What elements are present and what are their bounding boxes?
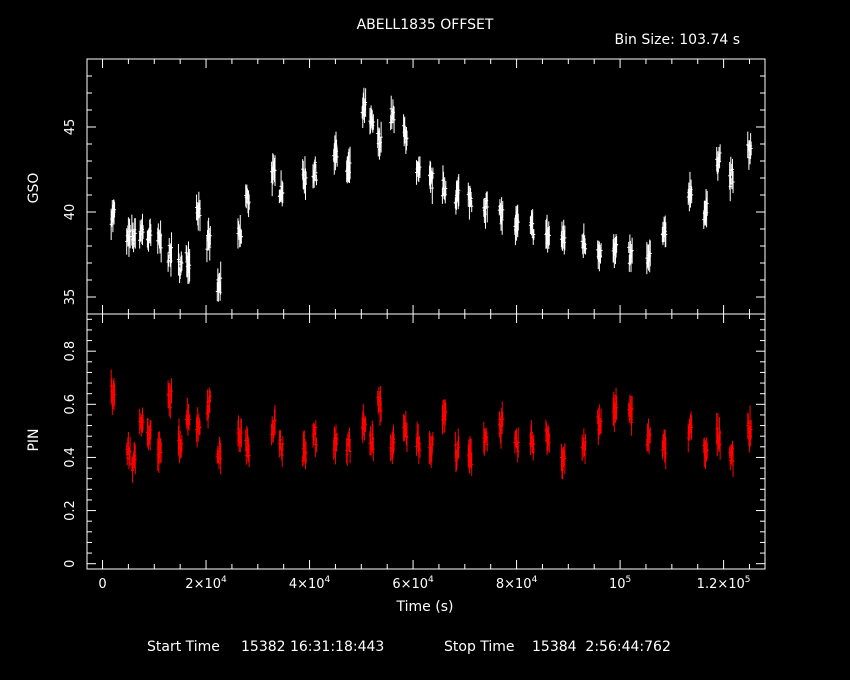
x-tick-label: 105 bbox=[609, 575, 631, 592]
y-tick-label: 0.8 bbox=[63, 341, 78, 362]
stop-time-label: Stop Time bbox=[444, 639, 515, 655]
x-tick-label: 4×104 bbox=[289, 575, 331, 592]
stop-time-value: 15384 2:56:44:762 bbox=[532, 639, 671, 655]
y-tick-label: 0.2 bbox=[63, 500, 78, 521]
panel-frame bbox=[86, 313, 766, 570]
x-tick-label: 1.2×105 bbox=[697, 575, 751, 592]
x-tick-label: 6×104 bbox=[392, 575, 434, 592]
data-series bbox=[109, 369, 753, 483]
y-tick-label: 0 bbox=[63, 560, 78, 568]
pin-axis-label: PIN bbox=[26, 428, 42, 451]
gso-panel: 35 40 45 bbox=[63, 58, 766, 315]
y-tick-label: 45 bbox=[63, 119, 78, 136]
start-time-label: Start Time bbox=[147, 639, 220, 655]
x-tick-label: 0 bbox=[98, 577, 106, 592]
y-tick-label: 35 bbox=[63, 289, 78, 306]
x-axis-label: Time (s) bbox=[396, 599, 454, 615]
x-tick-label: 2×104 bbox=[185, 575, 227, 592]
chart-title: ABELL1835 OFFSET bbox=[357, 17, 494, 33]
x-tick-label: 8×104 bbox=[496, 575, 538, 592]
start-time-value: 15382 16:31:18:443 bbox=[241, 639, 384, 655]
pin-panel: 0 0.2 0.4 0.6 0.8 0 2×104 4×104 6×104 8×104 105 1.2… bbox=[63, 313, 766, 592]
y-tick-label: 40 bbox=[63, 204, 78, 221]
bin-size-label: Bin Size: 103.74 s bbox=[615, 32, 740, 48]
gso-axis-label: GSO bbox=[26, 173, 42, 204]
y-tick-label: 0.6 bbox=[63, 394, 78, 415]
data-series bbox=[109, 87, 753, 302]
y-tick-label: 0.4 bbox=[63, 447, 78, 468]
